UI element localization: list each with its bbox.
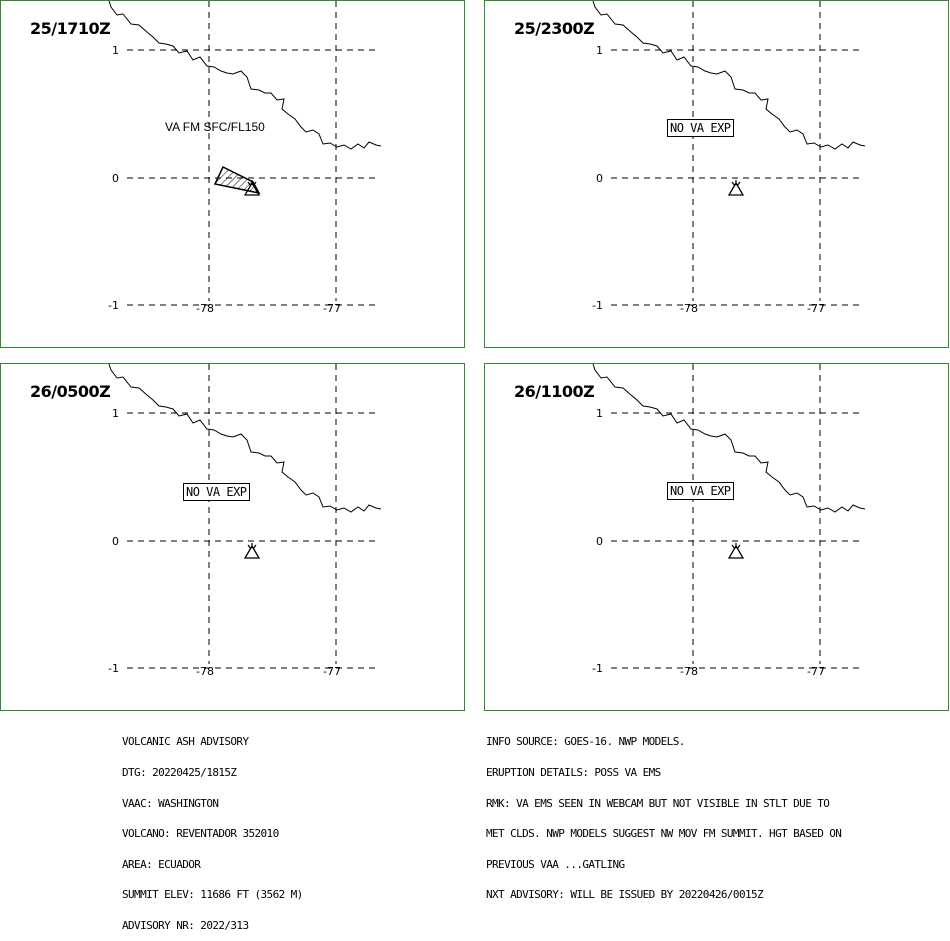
volcano-icon (727, 543, 745, 559)
advisory-header: VOLCANIC ASH ADVISORY DTG: 20220425/1815… (122, 717, 303, 941)
panel-2: 1 0 -1 -78 -77 25/2300Z NO VA EXP (484, 0, 949, 348)
lon-label: -78 (680, 302, 698, 315)
lat-label: 0 (596, 535, 603, 548)
lon-label: -77 (807, 302, 825, 315)
volcano-icon (243, 543, 261, 559)
lat-label: -1 (108, 662, 119, 675)
lat-label: 1 (112, 407, 119, 420)
panel-1: 1 0 -1 -78 -77 25/1710Z VA FM SFC/FL150 (0, 0, 465, 348)
remark-line: ERUPTION DETAILS: POSS VA EMS (486, 766, 661, 779)
map-svg: 1 0 -1 -78 -77 (592, 364, 866, 678)
lat-label: 0 (596, 172, 603, 185)
map-svg: 1 0 -1 -78 -77 (108, 364, 382, 678)
advisory-remarks: INFO SOURCE: GOES-16. NWP MODELS. ERUPTI… (486, 717, 842, 911)
no-va-exp-label: NO VA EXP (183, 483, 250, 501)
lat-label: 1 (596, 44, 603, 57)
lat-label: 0 (112, 535, 119, 548)
panel-time: 26/0500Z (30, 382, 111, 401)
panel-time: 26/1100Z (514, 382, 595, 401)
remark-line: NXT ADVISORY: WILL BE ISSUED BY 20220426… (486, 888, 764, 902)
advisory-line: SUMMIT ELEV: 11686 FT (3562 M) (122, 888, 303, 902)
lon-label: -78 (680, 665, 698, 678)
advisory-line: VAAC: WASHINGTON (122, 796, 219, 810)
lat-label: 1 (596, 407, 603, 420)
lat-label: -1 (108, 299, 119, 312)
lat-label: 0 (112, 172, 119, 185)
advisory-line: VOLCANO: REVENTADOR 352010 (122, 827, 279, 841)
panel-3: 1 0 -1 -78 -77 26/0500Z NO VA EXP (0, 363, 465, 711)
ash-cloud-area (213, 165, 261, 195)
lon-label: -77 (807, 665, 825, 678)
advisory-line: DTG: 20220425/1815Z (122, 766, 237, 779)
remark-line: RMK: VA EMS SEEN IN WEBCAM BUT NOT VISIB… (486, 796, 830, 810)
advisory-line: VOLCANIC ASH ADVISORY (122, 735, 249, 749)
volcano-icon (727, 180, 745, 196)
lon-label: -78 (196, 665, 214, 678)
advisory-line: ADVISORY NR: 2022/313 (122, 918, 249, 932)
lon-label: -77 (323, 665, 341, 678)
coastline (592, 364, 866, 513)
lat-label: -1 (592, 662, 603, 675)
map-svg: 1 0 -1 -78 -77 (108, 1, 382, 315)
coastline (108, 1, 382, 150)
coastline (592, 1, 866, 150)
remark-line: MET CLDS. NWP MODELS SUGGEST NW MOV FM S… (486, 827, 842, 841)
remark-line: PREVIOUS VAA ...GATLING (486, 857, 625, 871)
panel-time: 25/2300Z (514, 19, 595, 38)
map-svg: 1 0 -1 -78 -77 (592, 1, 866, 315)
advisory-line: AREA: ECUADOR (122, 857, 201, 871)
lon-label: -77 (323, 302, 341, 315)
lat-label: -1 (592, 299, 603, 312)
panel-time: 25/1710Z (30, 19, 111, 38)
no-va-exp-label: NO VA EXP (667, 119, 734, 137)
ash-height-label: VA FM SFC/FL150 (165, 120, 265, 134)
lon-label: -78 (196, 302, 214, 315)
no-va-exp-label: NO VA EXP (667, 482, 734, 500)
coastline (108, 364, 382, 513)
remark-line: INFO SOURCE: GOES-16. NWP MODELS. (486, 735, 685, 749)
panel-4: 1 0 -1 -78 -77 26/1100Z NO VA EXP (484, 363, 949, 711)
lat-label: 1 (112, 44, 119, 57)
